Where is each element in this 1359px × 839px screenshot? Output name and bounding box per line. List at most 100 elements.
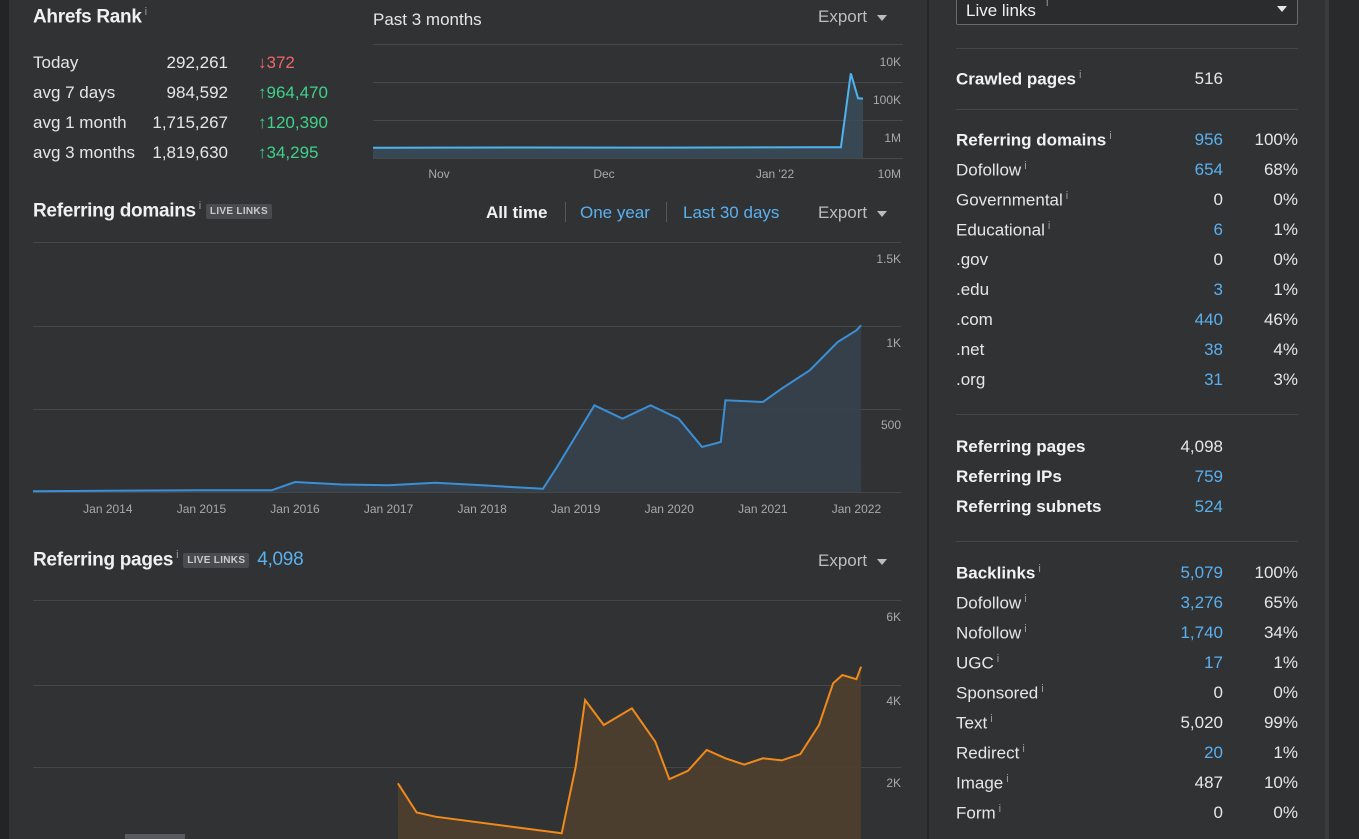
backlink-stat-label-text: Sponsored <box>956 683 1039 703</box>
pages-export-button[interactable]: Export <box>818 551 888 571</box>
crawled-pages-label: Crawled pages i <box>956 69 1081 90</box>
backlink-stat-percent: 1% <box>1273 743 1298 762</box>
page-stat-label: Referring subnets <box>956 497 1102 516</box>
domain-stat-label-text: .edu <box>956 280 990 299</box>
backlink-stat-value[interactable]: 20 <box>1204 743 1223 762</box>
info-icon[interactable]: i <box>1065 190 1069 202</box>
domains-area <box>33 325 862 492</box>
info-icon[interactable]: i <box>144 6 147 18</box>
chevron-down-icon <box>877 210 888 217</box>
range-separator <box>666 202 667 222</box>
referring-pages-count[interactable]: 4,098 <box>257 549 304 571</box>
section-divider <box>956 541 1298 542</box>
backlink-stat-label-text: Backlinks <box>956 563 1036 583</box>
ahrefs-rank-chart: 10K 100K 1M 10M Nov Dec Jan '22 <box>373 44 903 181</box>
rank-export-button[interactable]: Export <box>818 7 888 27</box>
y-tick-label: 2K <box>886 776 901 790</box>
domains-export-button[interactable]: Export <box>818 203 888 223</box>
info-icon[interactable]: i <box>1024 623 1027 635</box>
domain-stat-value[interactable]: 31 <box>1204 370 1223 389</box>
backlink-stat-label: Sponsored i <box>956 683 1044 704</box>
rank-line <box>373 73 864 149</box>
chevron-down-icon <box>877 14 888 21</box>
backlink-stat-label-text: UGC <box>956 653 994 673</box>
domain-stat-value: 0 <box>1213 250 1223 269</box>
info-icon[interactable]: i <box>1024 593 1027 605</box>
domain-stat-value[interactable]: 6 <box>1213 220 1223 239</box>
panel-divider <box>927 0 929 839</box>
chevron-down-icon <box>1277 6 1287 12</box>
horizontal-scrollbar-thumb[interactable] <box>125 834 185 839</box>
pages-area <box>397 666 862 839</box>
domain-stat-label-text: .org <box>956 370 986 389</box>
info-icon[interactable]: i <box>1109 130 1112 142</box>
backlink-stat-value[interactable]: 1,740 <box>1180 623 1223 642</box>
pages-line <box>397 666 863 835</box>
live-links-badge: LIVE LINKS <box>183 552 250 568</box>
rank-row-value: 984,592 <box>166 83 228 102</box>
page-stat-value[interactable]: 759 <box>1194 467 1223 486</box>
info-icon[interactable]: i <box>996 653 1000 665</box>
info-icon[interactable]: i <box>998 803 1002 815</box>
y-tick-label: 10M <box>878 167 901 181</box>
y-tick-label: 6K <box>886 610 901 624</box>
domain-stat-label: .net <box>956 340 984 360</box>
domain-stat-value[interactable]: 654 <box>1194 160 1223 179</box>
section-divider <box>956 414 1298 415</box>
info-icon[interactable]: i <box>1038 563 1041 575</box>
info-icon[interactable]: i <box>1041 683 1044 695</box>
backlink-stat-percent: 65% <box>1263 593 1298 612</box>
y-tick-label: 1.5K <box>876 252 901 266</box>
backlink-stat-percent: 0% <box>1273 803 1298 822</box>
links-filter-value: Live links <box>966 1 1036 20</box>
info-icon[interactable]: i <box>990 713 993 725</box>
backlink-stat-percent: 34% <box>1263 623 1298 642</box>
info-icon[interactable]: i <box>1047 220 1051 232</box>
x-tick-label: Jan 2016 <box>270 502 320 516</box>
backlink-stat-value: 487 <box>1194 773 1223 792</box>
backlink-stat-value[interactable]: 17 <box>1204 653 1223 672</box>
domain-stat-percent: 1% <box>1273 280 1298 299</box>
info-icon[interactable]: i <box>1046 0 1049 9</box>
info-icon[interactable]: i <box>1022 743 1025 755</box>
y-tick-label: 1M <box>884 131 901 145</box>
rank-row-value: 292,261 <box>166 53 228 72</box>
info-icon[interactable]: i <box>1024 160 1027 172</box>
info-icon[interactable]: i <box>1079 69 1082 81</box>
referring-domains-title: Referring domains i LIVE LINKS <box>33 200 272 222</box>
backlink-stat-percent: 1% <box>1273 653 1298 672</box>
backlink-stat-label: Form i <box>956 803 1001 824</box>
referring-pages-chart: 6K 4K 2K <box>33 600 901 839</box>
backlink-stat-value[interactable]: 5,079 <box>1180 563 1223 582</box>
x-tick-label: Jan 2020 <box>645 502 695 516</box>
backlink-stat-percent: 10% <box>1263 773 1298 792</box>
crawled-pages-value: 516 <box>1194 69 1223 88</box>
backlink-stat-label: UGC i <box>956 653 999 674</box>
ahrefs-rank-title: Ahrefs Rank i <box>33 6 147 28</box>
referring-domains-chart: 1.5K 1K 500 Jan 2014 Jan 2015 Jan 2016 Jan 201… <box>33 242 901 516</box>
backlink-stat-label-text: Image <box>956 773 1004 793</box>
page-stat-label: Referring pages <box>956 437 1086 456</box>
page-stat-value[interactable]: 524 <box>1194 497 1223 516</box>
left-gutter <box>0 0 9 839</box>
domain-stat-value[interactable]: 38 <box>1204 340 1223 359</box>
backlink-stat-label: Nofollow i <box>956 623 1027 644</box>
range-one-year[interactable]: One year <box>580 203 650 222</box>
domain-stat-value[interactable]: 440 <box>1194 310 1223 329</box>
domain-stat-value[interactable]: 3 <box>1213 280 1223 299</box>
range-all-time[interactable]: All time <box>486 203 548 222</box>
ahrefs-rank-title-text: Ahrefs Rank <box>33 6 142 28</box>
domain-stat-percent: 68% <box>1263 160 1298 179</box>
page-scrollbar-track[interactable] <box>1325 0 1359 839</box>
info-icon[interactable]: i <box>198 200 201 212</box>
range-last-30-days[interactable]: Last 30 days <box>683 203 780 222</box>
backlink-stat-label-text: Form <box>956 803 996 823</box>
rank-row-label: avg 1 month <box>33 113 127 132</box>
info-icon[interactable]: i <box>1006 773 1009 785</box>
x-tick-label: Jan 2015 <box>177 502 227 516</box>
backlink-stat-value[interactable]: 3,276 <box>1180 593 1223 612</box>
x-tick-label: Jan 2018 <box>457 502 507 516</box>
info-icon[interactable]: i <box>176 549 179 561</box>
domain-stat-value[interactable]: 956 <box>1194 130 1223 149</box>
links-filter-select[interactable]: Live links i <box>956 0 1298 25</box>
